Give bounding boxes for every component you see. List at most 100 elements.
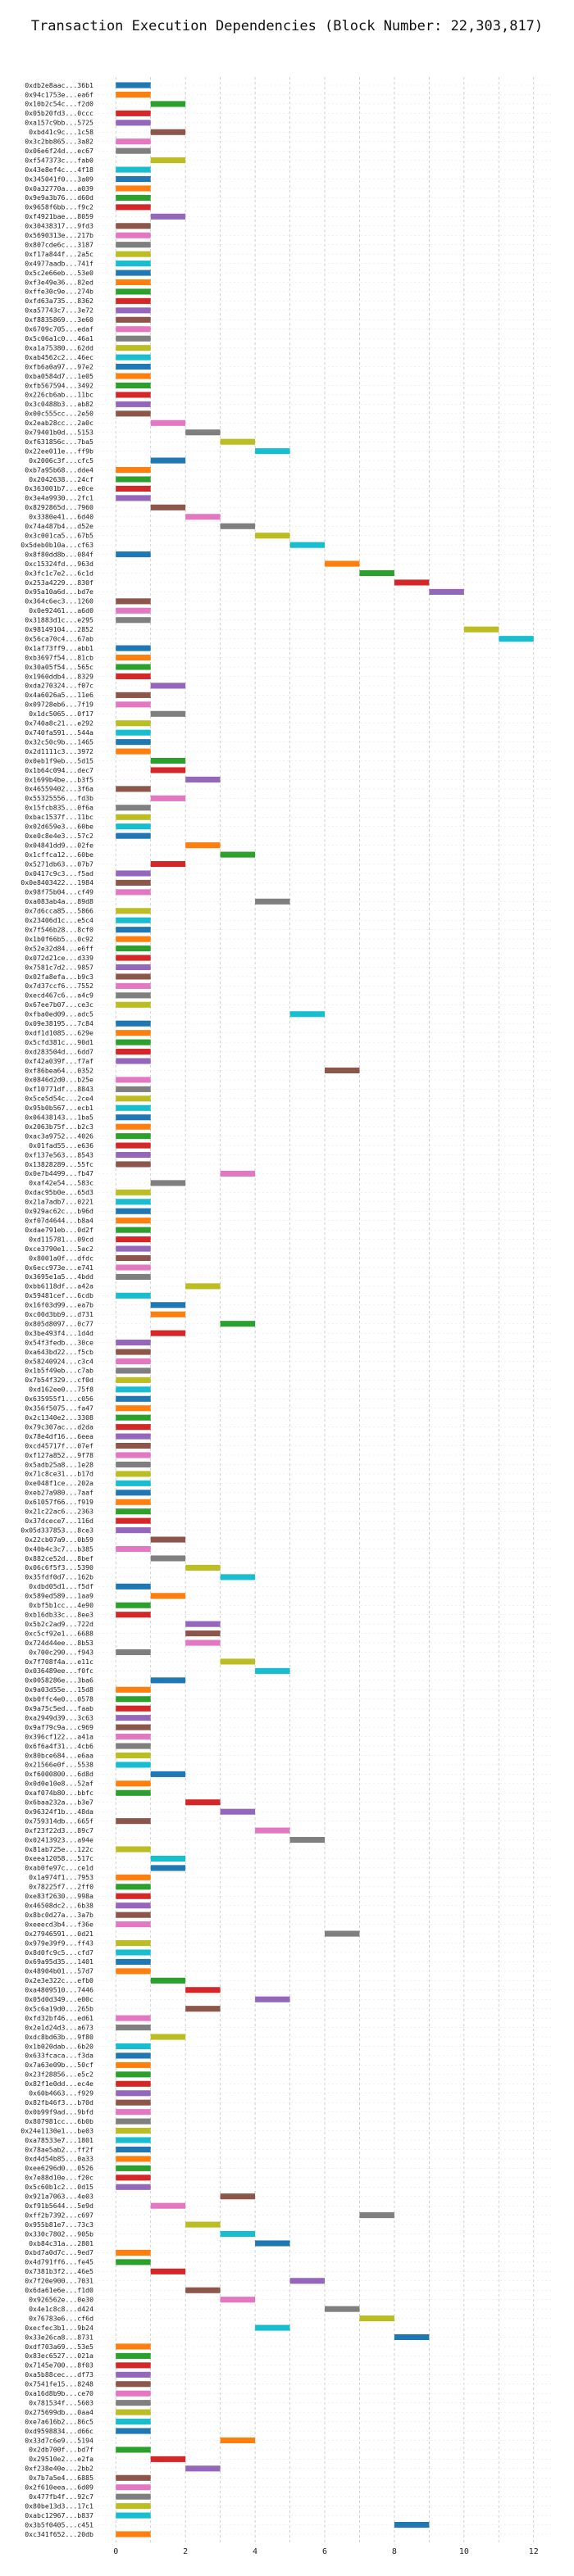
- transaction-bar: [325, 560, 360, 567]
- transaction-label: 0x56ca70c4...67ab: [25, 634, 93, 642]
- transaction-label: 0x1af73ff9...abb1: [25, 644, 93, 652]
- transaction-label: 0x6f6a4f31...4cb6: [25, 1742, 93, 1750]
- transaction-bar: [116, 2503, 151, 2510]
- transaction-bar: [116, 607, 151, 614]
- transaction-label: 0x60b4663...f929: [29, 2089, 93, 2098]
- transaction-label: 0x7e88d10e...f20c: [25, 2174, 93, 2182]
- transaction-label: 0x48904b01...57d7: [25, 1967, 93, 1975]
- transaction-label: 0xf86bea64...0352: [25, 1066, 93, 1074]
- transaction-bar: [220, 1808, 256, 1815]
- transaction-bar: [116, 1443, 151, 1449]
- transaction-bar: [289, 2278, 325, 2284]
- transaction-label: 0xf137e563...8543: [25, 1150, 93, 1159]
- transaction-label: 0x3380e41...6d40: [29, 513, 93, 521]
- transaction-label: 0x58240924...c3c4: [25, 1357, 93, 1365]
- transaction-bar: [116, 2362, 151, 2369]
- transaction-label: 0x345041f0...3a09: [25, 175, 93, 183]
- transaction-label: 0x9a75c5ed...faab: [25, 1704, 93, 1712]
- transaction-label: 0xce3790e1...5ac2: [25, 1245, 93, 1253]
- transaction-bar: [116, 701, 151, 708]
- transaction-bar: [185, 429, 221, 436]
- transaction-bar: [116, 185, 151, 192]
- transaction-label: 0x67ee7b07...ce3c: [25, 1000, 93, 1009]
- transaction-bar: [220, 2230, 256, 2238]
- transaction-label: 0xecd467c6...a4c9: [25, 991, 93, 1000]
- transaction-label: 0x09e38195...7c84: [25, 1019, 93, 1027]
- transaction-label: 0x06e6f24d...ec67: [25, 147, 93, 155]
- transaction-label: 0x1960ddb4...8329: [25, 672, 93, 680]
- transaction-label: 0x8f80dd8b...084f: [25, 550, 93, 558]
- transaction-label: 0xee6296d0...0526: [25, 2164, 93, 2172]
- transaction-bar: [185, 776, 221, 783]
- transaction-label: 0x5deb0b10a...cf63: [20, 541, 93, 549]
- transaction-bar: [116, 805, 151, 811]
- transaction-label: 0x15fcb835...0f6a: [25, 804, 93, 812]
- transaction-label: 0x16f03d99...ea7b: [25, 1301, 93, 1309]
- transaction-bar: [220, 1321, 256, 1327]
- transaction-bar: [116, 2409, 151, 2415]
- transaction-label: 0x78ae5ab2...ff2f: [25, 2145, 93, 2153]
- transaction-label: 0x7541fe15...8248: [25, 2380, 93, 2388]
- transaction-label: 0x13828289...55fc: [25, 1160, 93, 1168]
- transaction-label: 0x78225f7...2ff0: [29, 1883, 93, 1891]
- transaction-bar: [116, 2474, 151, 2481]
- transaction-label: 0x740a8c21...e292: [25, 719, 93, 728]
- transaction-bar: [116, 879, 151, 886]
- transaction-label: 0x31883d1c...e295: [25, 616, 93, 624]
- transaction-bar: [116, 335, 151, 342]
- transaction-bar: [116, 1715, 151, 1721]
- transaction-bar: [116, 1499, 151, 1505]
- transaction-bar: [220, 1574, 256, 1581]
- transaction-label: 0x98149104...2852: [25, 625, 93, 633]
- transaction-label: 0x1699b4be...b3f5: [25, 775, 93, 783]
- transaction-bar: [185, 842, 221, 849]
- transaction-label: 0x78e4df16...6eea: [25, 1432, 93, 1440]
- transaction-label: 0xdf1d1085...629e: [25, 1028, 93, 1036]
- transaction-label: 0x61057f66...f919: [25, 1498, 93, 1506]
- transaction-label: 0x80be13d3...17c1: [25, 2501, 93, 2510]
- transaction-label: 0x275699db...0aa4: [25, 2408, 93, 2416]
- transaction-bar: [116, 382, 151, 389]
- transaction-bar: [116, 204, 151, 211]
- transaction-bar: [220, 851, 256, 858]
- transaction-label: 0x7b7a5e4...6885: [29, 2474, 93, 2482]
- transaction-label: 0xf07d4644...b8a4: [25, 1217, 93, 1225]
- transaction-bar: [394, 2333, 430, 2341]
- transaction-bar: [116, 401, 151, 407]
- transaction-bar: [116, 1424, 151, 1431]
- transaction-label: 0x1a974f1...7953: [29, 1873, 93, 1881]
- transaction-label: 0x1b5f49eb...c7ab: [25, 1367, 93, 1375]
- transaction-label: 0x05d0d349...e00c: [25, 1995, 93, 2003]
- transaction-label: 0xd115781...09cd: [29, 1235, 93, 1243]
- transaction-bar: [116, 2531, 151, 2537]
- transaction-bar: [116, 973, 151, 980]
- transaction-bar: [116, 1001, 151, 1008]
- bars: [116, 82, 534, 2537]
- transaction-bar: [116, 120, 151, 126]
- transaction-label: 0x5c6a19d0...265b: [25, 2004, 93, 2012]
- transaction-label: 0x95a10a6d...bd7e: [25, 587, 93, 596]
- transaction-bar: [116, 992, 151, 999]
- transaction-bar: [116, 485, 151, 492]
- transaction-label: 0x2f610eea...6d09: [25, 2483, 93, 2492]
- transaction-label: 0x633fcaca...f3da: [25, 2052, 93, 2060]
- transaction-bar: [116, 1049, 151, 1055]
- transaction-bar: [116, 2352, 151, 2359]
- transaction-label: 0x3c001ca5...67b5: [25, 532, 93, 540]
- transaction-bar: [116, 261, 151, 267]
- transaction-label: 0xba0584d7...1e05: [25, 372, 93, 380]
- transaction-bar: [116, 2447, 151, 2453]
- transaction-label: 0x7581c7d2...9857: [25, 963, 93, 971]
- transaction-bar: [116, 1968, 151, 1975]
- transaction-label: 0x83ec6527...021a: [25, 2352, 93, 2360]
- transaction-label: 0xe83f2630...998a: [25, 1892, 93, 1900]
- transaction-label: 0x55325556...fd3b: [25, 794, 93, 802]
- transaction-label: 0x3e4a9930...2fc1: [25, 494, 93, 502]
- transaction-label: 0x5b2c2ad9...722d: [25, 1620, 93, 1628]
- transaction-bar: [116, 2061, 151, 2068]
- transaction-bar: [150, 758, 186, 764]
- x-tick-label: 10: [459, 2547, 469, 2556]
- transaction-label: 0xbd41c9c...1c58: [29, 128, 93, 136]
- transaction-bar: [116, 2484, 151, 2491]
- transaction-label: 0x7f20e900...7031: [25, 2277, 93, 2285]
